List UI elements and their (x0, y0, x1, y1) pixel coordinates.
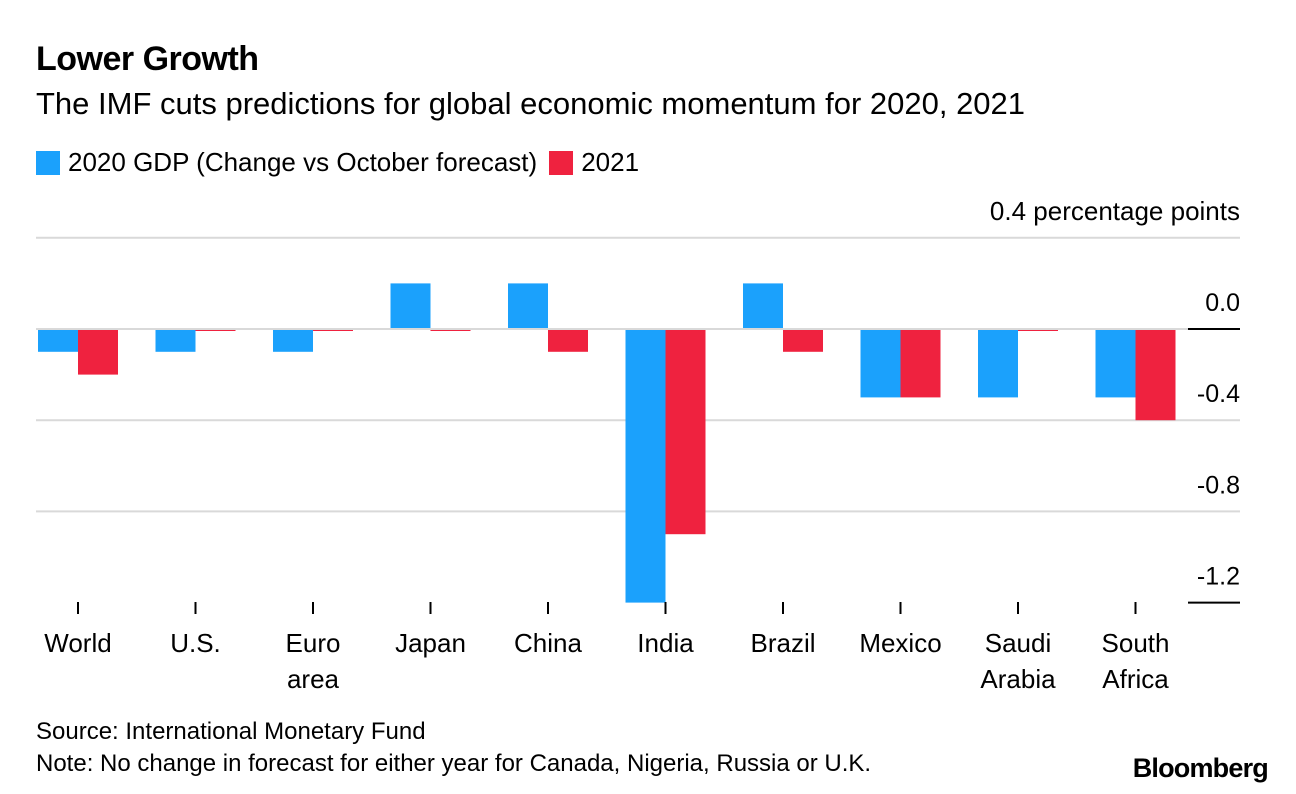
legend-item-2020: 2020 GDP (Change vs October forecast) (36, 147, 537, 178)
bar-2020 (625, 329, 666, 603)
x-tick-label: Japan (395, 628, 466, 658)
y-tick-label: -0.8 (1197, 471, 1240, 499)
bar-2020 (978, 329, 1018, 398)
legend-label-2021: 2021 (581, 147, 640, 177)
bar-2021 (548, 329, 588, 352)
y-tick-label: 0.0 (1205, 289, 1240, 317)
bar-2021 (78, 329, 118, 375)
x-tick-label: World (44, 628, 111, 658)
footnote: Note: No change in forecast for either y… (36, 750, 872, 777)
bar-2020 (273, 329, 313, 352)
legend-label-2020: 2020 GDP (Change vs October forecast) (68, 147, 538, 177)
legend-swatch-2021 (549, 150, 574, 175)
source-note: Source: International Monetary Fund (36, 718, 426, 745)
y-tick-label: -0.4 (1197, 380, 1240, 408)
legend: 2020 GDP (Change vs October forecast) 20… (36, 147, 651, 178)
x-tick-label: India (637, 628, 694, 658)
bar-2020 (390, 283, 431, 329)
x-tick-label: South Africa (1102, 628, 1170, 694)
x-tick-label: U.S. (170, 628, 221, 658)
chart-title: Lower Growth (36, 40, 259, 78)
legend-item-2021: 2021 (549, 147, 639, 178)
bar-2020 (743, 283, 783, 329)
legend-swatch-2020 (36, 150, 60, 175)
x-tick-label: China (514, 628, 582, 658)
bar-2021 (665, 329, 706, 535)
bar-2020 (155, 329, 196, 352)
bar-2021 (1135, 329, 1176, 421)
x-tick-label: Saudi Arabia (980, 628, 1056, 694)
x-tick-label: Mexico (859, 628, 941, 658)
bar-2020 (508, 283, 548, 329)
x-tick-label: Euro area (286, 628, 341, 694)
x-tick-label: Brazil (750, 628, 815, 658)
y-tick-label: -1.2 (1197, 563, 1240, 591)
unit-label: 0.4 percentage points (989, 196, 1240, 226)
bar-2021 (783, 329, 823, 352)
bloomberg-logo: Bloomberg (1132, 753, 1269, 783)
bar-2020 (860, 329, 901, 398)
bar-2020 (38, 329, 78, 352)
chart-subtitle: The IMF cuts predictions for global econ… (36, 86, 1026, 121)
bar-2021 (900, 329, 941, 398)
bar-2020 (1095, 329, 1136, 398)
